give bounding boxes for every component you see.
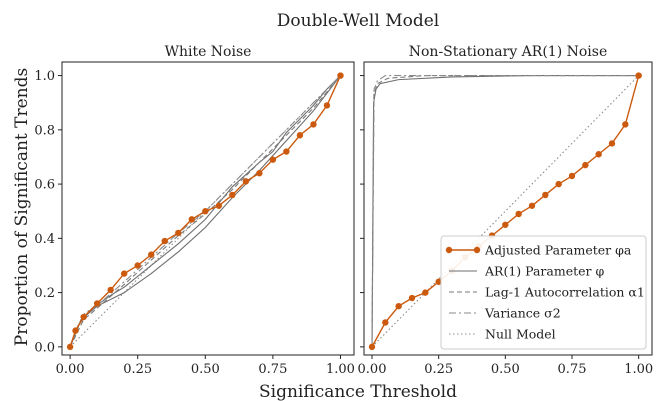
adjusted-parameter-point [635,72,642,79]
adjusted-parameter-point [382,319,389,326]
legend-label: Adjusted Parameter φa [484,243,632,258]
adjusted-parameter-point [256,170,263,177]
adjusted-parameter-point [107,286,114,294]
adjusted-parameter-point [242,178,250,185]
adjusted-parameter-point [148,251,155,258]
y-tick-label: 0.2 [34,286,55,301]
x-tick-label: 1.00 [326,362,355,377]
y-tick-label: 0.8 [34,123,55,138]
series-layer [66,72,344,351]
x-axis-label: Significance Threshold [259,382,457,401]
adjusted-parameter-point [608,140,616,147]
adjusted-parameter-point [80,313,87,321]
adjusted-parameter-point [515,210,522,218]
legend-label: Null Model [485,327,556,342]
legend-marker [445,246,453,254]
series-variance-2-line [69,75,341,348]
adjusted-parameter-point [555,180,562,188]
adjusted-parameter-point [134,262,141,269]
series-lag-1-autocorrelation-1-line [69,75,341,348]
x-tick-label: 0.25 [424,362,453,377]
adjusted-parameter-point [368,343,376,351]
legend-box [440,235,647,350]
series-layer [368,72,642,351]
series-adjusted-parameter-a-line [69,75,342,348]
adjusted-parameter-point [435,278,442,285]
adjusted-parameter-point [202,208,209,215]
y-tick-label: 1.0 [34,69,55,84]
adjusted-parameter-point [66,343,74,351]
adjusted-parameter-point [323,102,331,109]
x-tick-label: 0.75 [558,362,587,377]
adjusted-parameter-point [622,121,629,128]
adjusted-parameter-point [269,156,277,163]
adjusted-parameter-point [337,72,344,79]
x-tick-label: 0.50 [191,362,220,377]
adjusted-parameter-point [175,229,182,237]
legend-label: Lag-1 Autocorrelation α1 [485,285,645,300]
x-tick-label: 0.75 [258,362,287,377]
adjusted-parameter-point [422,289,429,296]
adjusted-parameter-point [582,161,589,169]
x-tick-label: 0.00 [358,362,387,377]
panel-non-stationary-ar1-noise: Non-Stationary AR(1) Noise 0.00 0.25 0.50 0.… [358,44,654,377]
series-ar1b-line [69,75,341,348]
x-tick-label: 0.25 [123,362,152,377]
adjusted-parameter-point [395,302,402,310]
adjusted-parameter-point [215,202,223,209]
adjusted-parameter-point [502,221,509,228]
x-tick-label: 0.00 [56,362,85,377]
legend-label: Variance σ2 [484,306,561,321]
adjusted-parameter-point [568,172,576,180]
y-tick-label: 0.6 [34,178,55,193]
adjusted-parameter-point [408,294,416,302]
axes-frame [61,61,355,356]
panel-title: White Noise [165,44,252,60]
series-variance-2-line [371,75,639,347]
panel-title: Non-Stationary AR(1) Noise [409,44,608,60]
adjusted-parameter-point [229,191,236,199]
adjusted-parameter-point [542,191,549,199]
adjusted-parameter-point [595,151,602,158]
axes-frame [363,61,653,356]
adjusted-parameter-point [296,132,304,139]
x-tick-label: 1.00 [624,362,653,377]
x-tick-label: 0.50 [491,362,520,377]
adjusted-parameter-point [188,216,195,223]
adjusted-parameter-point [161,237,168,245]
figure-title: Double-Well Model [277,11,439,31]
y-axis-label: Proportion of Significant Trends [12,68,32,346]
legend: Adjusted Parameter φa AR(1) Parameter φ La… [440,235,647,350]
legend-marker [473,246,481,254]
adjusted-parameter-point [93,300,101,307]
adjusted-parameter-point [528,202,536,209]
adjusted-parameter-point [310,121,317,128]
adjusted-parameter-point [120,270,128,277]
adjusted-parameter-point [283,148,290,155]
y-tick-label: 0.0 [34,340,55,355]
series-null-model-line [371,75,640,348]
panel-white-noise: White Noise 0.00 0.25 0.50 0.75 1.00 0.0 0.2 0.4… [34,44,355,377]
adjusted-parameter-point [72,327,79,334]
legend-label: AR(1) Parameter φ [484,264,604,279]
y-tick-label: 0.4 [34,232,55,247]
